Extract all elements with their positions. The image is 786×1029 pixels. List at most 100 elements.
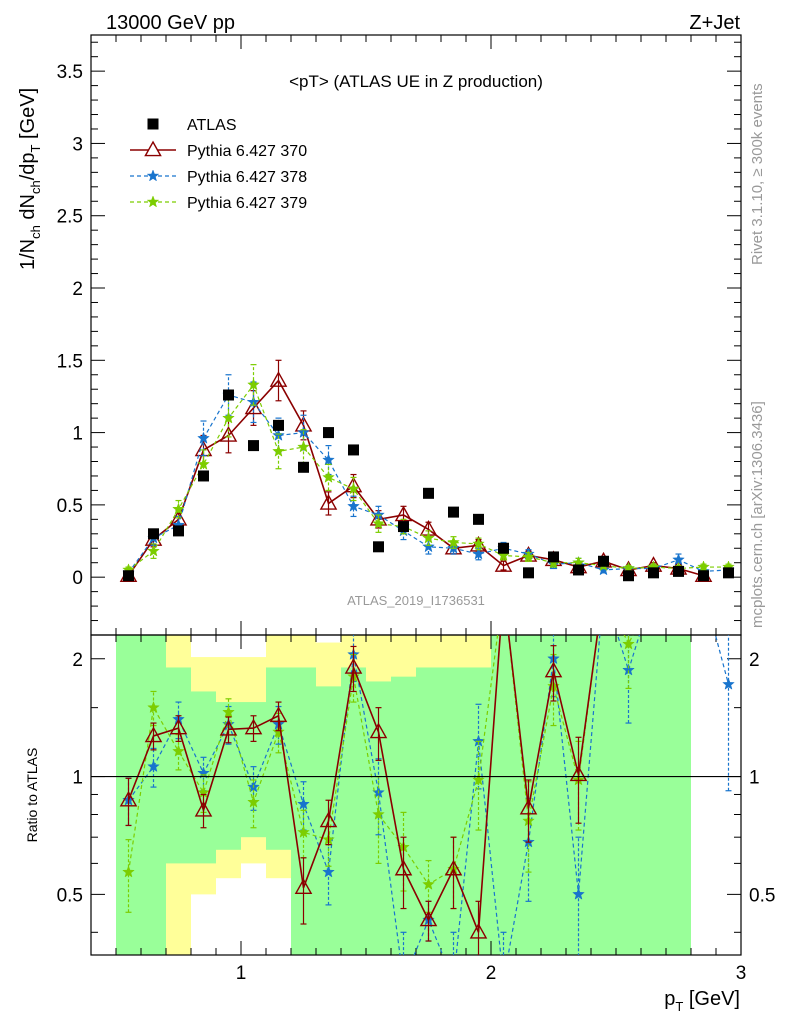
data-point-370 (494, 556, 513, 572)
data-point-370 (244, 718, 263, 735)
data-point-370 (544, 661, 563, 678)
data-point-s379 (147, 701, 160, 714)
data-point-s378 (422, 540, 435, 553)
ylabel-part-3: ch (28, 180, 43, 194)
data-point-s378 (472, 547, 485, 560)
data-point-atlas (273, 419, 284, 431)
band-green (141, 635, 166, 955)
data-point-atlas (548, 551, 559, 563)
data-point-atlas (448, 506, 459, 518)
data-point-s379 (222, 411, 235, 424)
band-green (491, 635, 516, 955)
y-tick-label: 2 (72, 279, 83, 300)
ratio-series (119, 582, 735, 986)
legend-label: Pythia 6.427 379 (187, 195, 307, 212)
data-point-s379 (472, 773, 485, 786)
data-point-370 (319, 811, 338, 828)
data-point-s379 (372, 807, 385, 820)
data-point-370 (369, 722, 388, 739)
main-series (119, 359, 735, 583)
data-point-s379 (222, 705, 235, 718)
x-tick-label: 2 (486, 963, 497, 984)
band-green (191, 691, 216, 864)
data-point-s378 (197, 431, 210, 444)
ratio-y-tick-label: 1 (72, 768, 83, 789)
data-point-s379 (172, 744, 185, 757)
x-tick-label: 3 (736, 963, 747, 984)
band-green (666, 635, 691, 955)
data-point-s378 (673, 584, 684, 595)
data-point-370 (419, 910, 438, 927)
ylabel-part-6: [GeV] (17, 88, 39, 145)
data-point-s378 (448, 975, 459, 986)
data-point-370 (144, 726, 163, 743)
ratio-y-tick-label-right: 1 (749, 768, 760, 789)
data-point-s378 (597, 563, 610, 576)
data-point-atlas (573, 564, 584, 576)
data-point-atlas (248, 440, 259, 452)
band-green (266, 667, 291, 850)
data-point-s378 (347, 499, 360, 512)
legend-label: Pythia 6.427 378 (187, 169, 307, 186)
data-point-s379 (498, 584, 509, 595)
data-point-atlas (473, 513, 484, 525)
data-point-370 (269, 706, 288, 723)
data-point-atlas (373, 541, 384, 553)
band-green (341, 667, 366, 955)
data-point-atlas (123, 570, 134, 582)
data-point-370 (119, 790, 138, 807)
band-green (591, 635, 616, 955)
band-green (441, 667, 466, 955)
data-point-370 (269, 371, 288, 387)
data-point-s379 (272, 725, 285, 738)
data-point-s379 (622, 637, 635, 650)
data-point-s378 (147, 760, 160, 773)
data-point-370 (621, 582, 636, 596)
ylabel-part-0: 1/N (17, 239, 39, 270)
data-point-s379 (472, 537, 485, 550)
xlabel-part-2: [GeV] (683, 988, 740, 1010)
y-axis-label-main: 1/Nch dNch/dpT [GeV] (17, 88, 43, 270)
data-point-370 (519, 798, 538, 815)
data-point-370 (344, 658, 363, 674)
data-point-s379 (522, 550, 535, 563)
data-point-atlas (648, 567, 659, 579)
band-green (641, 635, 666, 955)
data-point-s378 (572, 887, 585, 900)
data-point-atlas (223, 389, 234, 401)
data-point-atlas (723, 567, 734, 579)
legend-marker-370 (144, 140, 162, 157)
legend-marker-s378 (146, 169, 160, 182)
data-point-370 (244, 398, 263, 415)
data-point-370 (219, 426, 238, 442)
ylabel-part-1: ch (28, 225, 43, 239)
data-point-370 (394, 859, 413, 876)
data-point-s379 (247, 795, 260, 808)
data-point-s378 (297, 797, 310, 810)
analysis-label: ATLAS_2019_I1736531 (347, 593, 485, 608)
ratio-y-tick-label: 0.5 (57, 885, 83, 906)
data-point-atlas (348, 444, 359, 456)
data-point-s379 (297, 440, 310, 453)
data-point-370 (194, 800, 213, 817)
data-point-s379 (272, 444, 285, 457)
data-point-s379 (697, 560, 710, 573)
y-tick-label: 1 (72, 424, 83, 445)
data-point-s378 (498, 975, 509, 986)
data-point-s379 (648, 584, 659, 595)
y-tick-label: 3 (72, 134, 83, 155)
ylabel-part-2: dN (17, 194, 39, 225)
data-point-atlas (598, 555, 609, 567)
data-point-370 (496, 582, 511, 596)
data-point-s379 (122, 865, 135, 878)
data-point-atlas (173, 525, 184, 537)
legend: ATLAS Pythia 6.427 370 Pythia 6.427 378 Pyt… (130, 117, 307, 212)
y-axis-label-ratio: Ratio to ATLAS (24, 748, 40, 843)
y-tick-label: 0 (72, 568, 83, 589)
series-line-s370 (127, 379, 704, 577)
data-point-s379 (322, 470, 335, 483)
plot-title: <pT> (ATLAS UE in Z production) (289, 72, 543, 91)
ratio-y-tick-label-right: 0.5 (749, 885, 775, 906)
side-label-top: Rivet 3.1.10, ≥ 300k events (749, 83, 766, 265)
